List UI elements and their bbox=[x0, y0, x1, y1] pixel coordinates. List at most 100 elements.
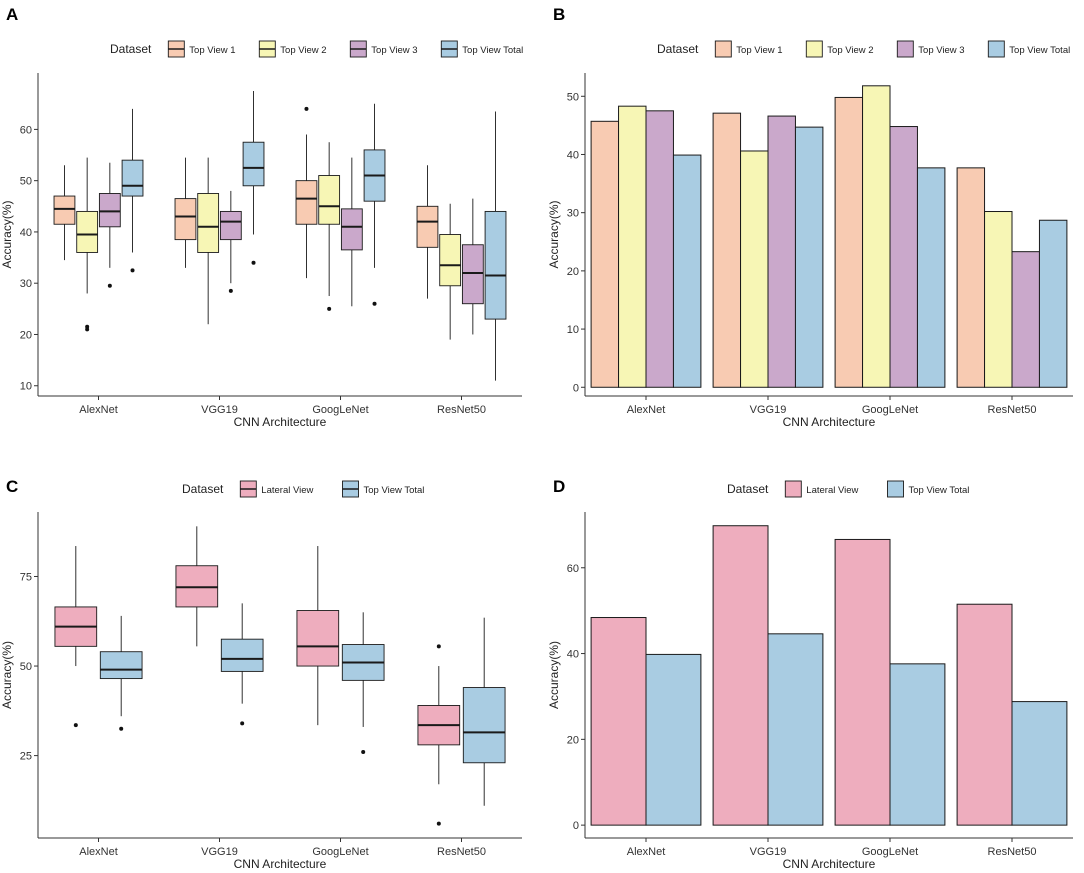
y-tick-label: 0 bbox=[573, 820, 579, 832]
y-tick-label: 40 bbox=[20, 227, 32, 239]
box-body bbox=[174, 198, 197, 241]
box-body bbox=[340, 208, 363, 251]
box-body bbox=[461, 244, 484, 305]
outlier-point bbox=[85, 324, 90, 329]
box-top-view-3-googlenet bbox=[340, 157, 363, 307]
legend-title: Dataset bbox=[182, 482, 224, 496]
outlier-point bbox=[119, 726, 124, 731]
legend-label: Top View Total bbox=[364, 485, 425, 496]
y-axis-title: Accuracy(%) bbox=[547, 200, 561, 268]
y-tick-label: 30 bbox=[20, 278, 32, 290]
bar-top-view-total-resnet50 bbox=[1011, 701, 1068, 826]
legend-title: Dataset bbox=[727, 482, 769, 496]
bar-top-view-3-googlenet bbox=[889, 126, 918, 388]
box-body bbox=[416, 205, 439, 248]
x-tick-label: GoogLeNet bbox=[312, 846, 368, 858]
box-body bbox=[121, 159, 144, 197]
y-axis-title: Accuracy(%) bbox=[0, 641, 14, 709]
x-tick-label: VGG19 bbox=[201, 404, 238, 416]
outlier-point bbox=[372, 301, 377, 306]
box-top-view-1-vgg19 bbox=[174, 157, 197, 268]
box-lateral-view-vgg19 bbox=[175, 526, 219, 647]
legend-key-top-view-1: Top View 1 bbox=[714, 40, 783, 58]
x-tick-label: GoogLeNet bbox=[862, 846, 918, 858]
box-body bbox=[484, 210, 507, 320]
outlier-point bbox=[73, 723, 78, 728]
bar-lateral-view-resnet50 bbox=[956, 603, 1013, 826]
panel-label: C bbox=[6, 477, 18, 496]
x-tick-label: AlexNet bbox=[627, 846, 666, 858]
bar-top-view-3-resnet50 bbox=[1011, 251, 1040, 388]
bar-top-view-total-alexnet bbox=[672, 154, 702, 388]
box-top-view-total-alexnet bbox=[99, 615, 143, 731]
outlier-point bbox=[436, 821, 441, 826]
legend: Dataset Top View 1 Top View 2 Top View 3 Top… bbox=[657, 40, 1070, 58]
panel-label: D bbox=[553, 477, 565, 496]
box-top-view-total-vgg19 bbox=[242, 90, 265, 265]
box-top-view-total-vgg19 bbox=[220, 603, 264, 726]
y-tick-label: 20 bbox=[567, 266, 579, 278]
box-top-view-2-googlenet bbox=[318, 142, 341, 311]
legend-label: Top View Total bbox=[1009, 45, 1070, 56]
bar-top-view-1-vgg19 bbox=[712, 112, 742, 388]
outlier-point bbox=[228, 288, 233, 293]
y-tick-label: 75 bbox=[20, 571, 32, 583]
box-lateral-view-googlenet bbox=[296, 546, 340, 726]
box-top-view-total-resnet50 bbox=[462, 617, 506, 806]
y-tick-label: 20 bbox=[567, 734, 579, 746]
x-tick-label: GoogLeNet bbox=[862, 404, 918, 416]
box-top-view-3-vgg19 bbox=[219, 190, 242, 293]
legend-label: Top View 1 bbox=[736, 45, 782, 56]
y-tick-label: 60 bbox=[20, 124, 32, 136]
box-top-view-3-alexnet bbox=[98, 162, 121, 288]
box-top-view-1-alexnet bbox=[53, 165, 76, 261]
x-axis-title: CNN Architecture bbox=[783, 415, 876, 429]
y-tick-label: 50 bbox=[567, 91, 579, 103]
y-tick-label: 10 bbox=[20, 381, 32, 393]
box-lateral-view-resnet50 bbox=[417, 644, 461, 826]
legend-key-lateral-view: Lateral View bbox=[784, 480, 859, 498]
y-tick-label: 40 bbox=[567, 149, 579, 161]
legend-key-lateral-view: Lateral View bbox=[239, 480, 314, 498]
legend-swatch bbox=[987, 40, 1005, 58]
x-tick-label: VGG19 bbox=[750, 404, 787, 416]
outlier-point bbox=[130, 268, 135, 273]
bar-top-view-total-resnet50 bbox=[1038, 219, 1068, 388]
legend: Dataset Top View 1 Top View 2 Top View 3 Top… bbox=[110, 40, 523, 58]
legend-key-top-view-1: Top View 1 bbox=[167, 40, 236, 58]
outlier-point bbox=[327, 306, 332, 311]
bar-top-view-3-alexnet bbox=[645, 110, 674, 388]
x-tick-label: ResNet50 bbox=[437, 404, 486, 416]
box-body bbox=[76, 210, 99, 253]
x-axis-title: CNN Architecture bbox=[234, 857, 327, 871]
legend-key-top-view-2: Top View 2 bbox=[258, 40, 327, 58]
legend-key-top-view-total: Top View Total bbox=[440, 40, 523, 58]
box-body bbox=[197, 193, 220, 253]
outlier-point bbox=[107, 283, 112, 288]
box-top-view-total-alexnet bbox=[121, 108, 144, 273]
legend-key-top-view-total: Top View Total bbox=[342, 480, 425, 498]
legend-title: Dataset bbox=[657, 42, 699, 56]
panel-label: A bbox=[6, 5, 18, 24]
bar-top-view-1-alexnet bbox=[590, 120, 620, 388]
x-tick-label: AlexNet bbox=[79, 846, 118, 858]
y-tick-label: 0 bbox=[573, 382, 579, 394]
outlier-point bbox=[436, 644, 441, 649]
legend-label: Lateral View bbox=[806, 485, 858, 496]
x-tick-label: AlexNet bbox=[627, 404, 666, 416]
bar-top-view-total-vgg19 bbox=[794, 126, 824, 388]
legend-key-top-view-3: Top View 3 bbox=[349, 40, 418, 58]
legend-label: Top View Total bbox=[462, 45, 523, 56]
legend-swatch bbox=[896, 40, 914, 58]
y-tick-label: 30 bbox=[567, 208, 579, 220]
legend-key-top-view-3: Top View 3 bbox=[896, 40, 965, 58]
box-body bbox=[219, 210, 242, 241]
legend-label: Top View 3 bbox=[371, 45, 417, 56]
panel-label: B bbox=[553, 5, 565, 24]
x-tick-label: VGG19 bbox=[201, 846, 238, 858]
bar-top-view-total-alexnet bbox=[645, 653, 702, 826]
legend-swatch bbox=[887, 480, 904, 498]
box-body bbox=[295, 180, 318, 225]
y-axis-title: Accuracy(%) bbox=[547, 641, 561, 709]
y-tick-label: 25 bbox=[20, 751, 32, 763]
